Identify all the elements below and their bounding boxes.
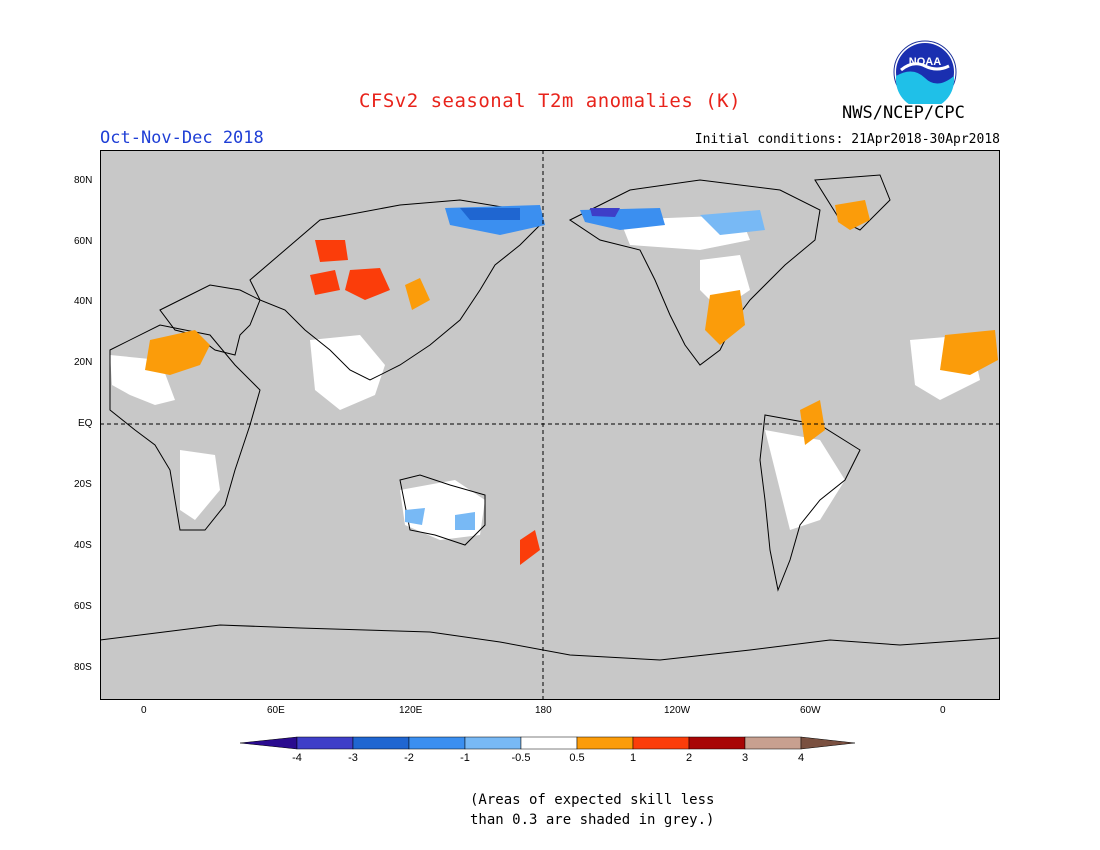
skill-note-line-1: (Areas of expected skill less [470,792,715,808]
colorbar-tick-label: -0.5 [511,752,531,764]
logo-text: NOAA [909,56,941,68]
colorbar-segment [296,736,354,750]
season-label: Oct-Nov-Dec 2018 [100,128,264,148]
skill-note-line-2: than 0.3 are shaded in grey.) [470,812,715,828]
lon-label-120e: 120E [399,705,423,716]
colorbar-tick-label: -4 [292,752,302,764]
colorbar-segment [464,736,522,750]
map-background [100,150,1000,700]
warm-anomalies [145,200,998,565]
colorbar-tick-label: 0.5 [569,752,585,764]
colorbar-segment [520,736,578,750]
lat-label-20s: 20S [74,479,92,490]
lon-label-0-right: 0 [940,705,946,716]
lat-label-20n: 20N [74,357,93,368]
colorbar-segment [800,736,856,750]
lat-label-40s: 40S [74,540,92,551]
lon-label-120w: 120W [664,705,691,716]
lon-label-60w: 60W [800,705,821,716]
map-title: CFSv2 seasonal T2m anomalies (K) [358,90,742,112]
lat-label-80s: 80S [74,662,92,673]
coastlines [100,174,1000,661]
lon-label-60e: 60E [267,705,285,716]
skill-note: (Areas of expected skill less than 0.3 a… [470,790,730,830]
colorbar-segment [632,736,690,750]
lat-label-60s: 60S [74,601,92,612]
colorbar-segment [576,736,634,750]
lat-label-40n: 40N [74,296,93,307]
initial-conditions-label: Initial conditions: 21Apr2018-30Apr2018 [694,132,1000,147]
colorbar-tick-label: 3 [741,752,749,764]
colorbar-tick-label: 4 [797,752,805,764]
colorbar-segment [352,736,410,750]
lat-label-eq: EQ [78,418,93,429]
colorbar-tick-label: -3 [348,752,358,764]
cold-anomalies [405,205,765,530]
colorbar-segment [240,736,298,750]
colorbar-tick-label: 1 [629,752,637,764]
organization-label: NWS/NCEP/CPC [842,103,965,123]
colorbar-tick-label: -1 [460,752,470,764]
lat-label-60n: 60N [74,236,93,247]
colorbar-segment [408,736,466,750]
anomaly-map [100,150,1000,700]
colorbar-segment [688,736,746,750]
lat-label-80n: 80N [74,175,93,186]
lon-label-0-left: 0 [141,705,147,716]
colorbar-tick-label: -2 [404,752,414,764]
colorbar [240,736,856,750]
noaa-logo-icon: NOAA [893,40,957,104]
colorbar-segment [744,736,802,750]
lon-label-180: 180 [535,705,552,716]
colorbar-tick-label: 2 [685,752,693,764]
